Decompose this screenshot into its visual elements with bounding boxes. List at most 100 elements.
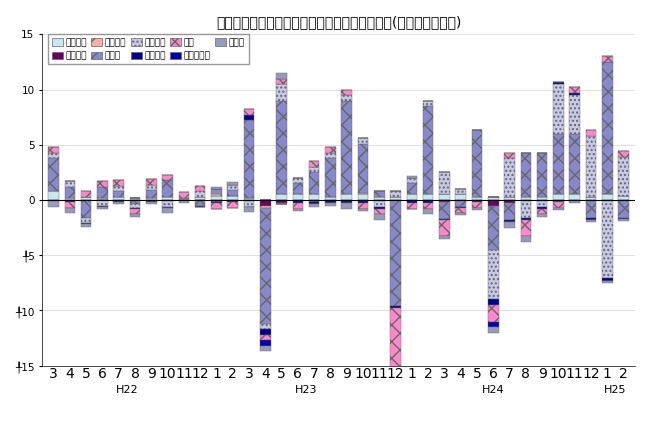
Bar bbox=[521, 152, 531, 197]
Bar bbox=[81, 218, 92, 223]
Bar bbox=[358, 200, 369, 201]
Bar bbox=[130, 204, 140, 208]
Bar bbox=[406, 176, 417, 178]
Bar bbox=[130, 198, 140, 200]
Bar bbox=[472, 130, 482, 197]
Bar bbox=[309, 202, 319, 204]
Bar bbox=[113, 180, 124, 186]
Bar bbox=[97, 206, 108, 209]
Bar bbox=[423, 194, 434, 200]
Bar bbox=[537, 152, 547, 197]
Bar bbox=[227, 202, 238, 208]
Bar bbox=[276, 203, 287, 204]
Bar bbox=[423, 106, 434, 194]
Text: H24: H24 bbox=[482, 385, 504, 395]
Bar bbox=[456, 201, 466, 206]
Bar bbox=[504, 200, 515, 203]
Bar bbox=[292, 201, 303, 203]
Bar bbox=[341, 201, 352, 203]
Bar bbox=[390, 308, 401, 413]
Bar bbox=[521, 200, 531, 201]
Bar bbox=[537, 206, 547, 209]
Bar bbox=[406, 184, 417, 194]
Bar bbox=[260, 200, 270, 206]
Bar bbox=[325, 201, 335, 203]
Bar bbox=[211, 196, 222, 200]
Bar bbox=[48, 158, 59, 191]
Bar bbox=[358, 203, 369, 209]
Bar bbox=[244, 109, 254, 115]
Bar bbox=[309, 194, 319, 200]
Bar bbox=[309, 204, 319, 206]
Bar bbox=[325, 158, 335, 197]
Bar bbox=[97, 181, 108, 187]
Bar bbox=[195, 186, 205, 191]
Bar bbox=[406, 178, 417, 184]
Bar bbox=[569, 87, 580, 93]
Bar bbox=[472, 202, 482, 208]
Bar bbox=[113, 191, 124, 197]
Bar bbox=[521, 201, 531, 218]
Bar bbox=[260, 206, 270, 208]
Bar bbox=[64, 187, 75, 198]
Bar bbox=[260, 340, 270, 346]
Bar bbox=[211, 194, 222, 196]
Bar bbox=[456, 206, 466, 208]
Bar bbox=[292, 184, 303, 194]
Title: 三重県鉱工業生産の業種別前月比寄与度の推移(季節調整済指数): 三重県鉱工業生産の業種別前月比寄与度の推移(季節調整済指数) bbox=[216, 15, 462, 29]
Bar bbox=[488, 200, 499, 206]
Bar bbox=[244, 206, 254, 212]
Bar bbox=[325, 203, 335, 206]
Bar bbox=[97, 200, 108, 206]
Bar bbox=[504, 152, 515, 158]
Bar bbox=[130, 208, 140, 209]
Bar bbox=[521, 218, 531, 220]
Bar bbox=[537, 200, 547, 201]
Bar bbox=[358, 201, 369, 203]
Bar bbox=[146, 198, 157, 200]
Bar bbox=[456, 208, 466, 213]
Bar bbox=[260, 335, 270, 340]
Bar bbox=[292, 194, 303, 200]
Bar bbox=[244, 121, 254, 198]
Bar bbox=[374, 191, 385, 197]
Bar bbox=[162, 197, 173, 200]
Bar bbox=[358, 194, 369, 200]
Bar bbox=[488, 321, 499, 327]
Bar bbox=[439, 194, 450, 200]
Bar bbox=[64, 181, 75, 187]
Bar bbox=[406, 201, 417, 203]
Bar bbox=[537, 209, 547, 214]
Text: H25: H25 bbox=[604, 385, 627, 395]
Bar bbox=[211, 187, 222, 189]
Bar bbox=[341, 200, 352, 201]
Bar bbox=[553, 202, 564, 208]
Bar bbox=[374, 197, 385, 200]
Bar bbox=[586, 197, 596, 200]
Bar bbox=[423, 200, 434, 201]
Bar bbox=[423, 203, 434, 209]
Bar bbox=[390, 200, 401, 201]
Bar bbox=[260, 346, 270, 351]
Bar bbox=[456, 213, 466, 216]
Bar bbox=[569, 95, 580, 134]
Bar bbox=[406, 194, 417, 200]
Bar bbox=[374, 209, 385, 214]
Bar bbox=[618, 196, 629, 200]
Bar bbox=[146, 200, 157, 201]
Bar bbox=[569, 93, 580, 95]
Legend: 一般機械, 電気機械, 情報通信, 電デバ, 輸送機械, 窯業土石, 化学, その他工業, その他: 一般機械, 電気機械, 情報通信, 電デバ, 輸送機械, 窯業土石, 化学, そ… bbox=[48, 34, 248, 64]
Bar bbox=[553, 134, 564, 194]
Bar bbox=[390, 306, 401, 308]
Bar bbox=[553, 84, 564, 134]
Bar bbox=[537, 197, 547, 200]
Bar bbox=[81, 200, 92, 201]
Bar bbox=[48, 147, 59, 152]
Bar bbox=[488, 327, 499, 333]
Bar bbox=[211, 189, 222, 194]
Bar bbox=[390, 413, 401, 416]
Bar bbox=[325, 152, 335, 158]
Bar bbox=[227, 201, 238, 202]
Bar bbox=[472, 201, 482, 202]
Bar bbox=[423, 201, 434, 203]
